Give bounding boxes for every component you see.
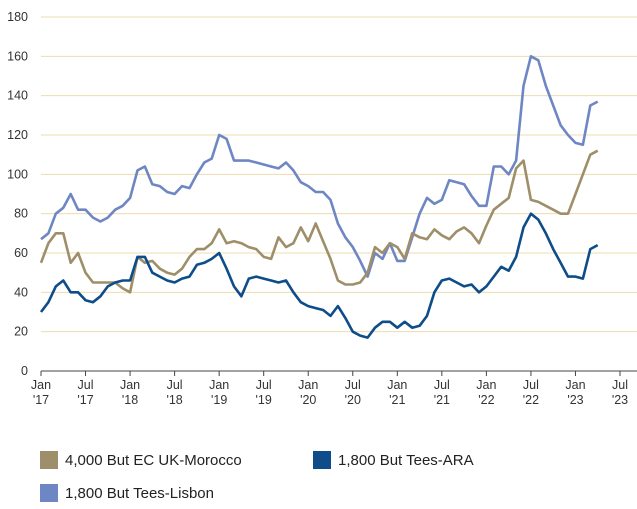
y-tick-label: 80	[14, 207, 28, 221]
legend-label: 1,800 But Tees-Lisbon	[65, 485, 214, 502]
x-tick-label: Jul '23	[612, 378, 628, 407]
y-tick-label: 0	[21, 364, 28, 378]
legend-swatch	[40, 484, 58, 502]
y-tick-label: 60	[14, 246, 28, 260]
x-tick-label: Jul '22	[523, 378, 539, 407]
y-tick-label: 160	[7, 49, 28, 63]
x-tick-label: Jul '21	[434, 378, 450, 407]
series-line	[39, 149, 599, 294]
x-tick-label: Jan '19	[209, 378, 229, 407]
y-tick-label: 180	[7, 10, 28, 24]
y-tick-label: 100	[7, 167, 28, 181]
x-tick-label: Jan '23	[565, 378, 585, 407]
x-tick-label: Jan '18	[120, 378, 140, 407]
legend-label: 1,800 But Tees-ARA	[338, 452, 474, 469]
legend-swatch	[40, 451, 58, 469]
x-tick-label: Jul '17	[77, 378, 93, 407]
y-tick-label: 140	[7, 89, 28, 103]
x-tick-label: Jan '22	[476, 378, 496, 407]
y-tick-label: 40	[14, 285, 28, 299]
x-tick-label: Jul '19	[256, 378, 272, 407]
legend-swatch	[313, 451, 331, 469]
x-tick-label: Jan '21	[387, 378, 407, 407]
legend-label: 4,000 But EC UK-Morocco	[65, 452, 242, 469]
x-tick-label: Jan '17	[31, 378, 51, 407]
y-tick-label: 120	[7, 128, 28, 142]
series-line	[40, 55, 599, 278]
y-tick-label: 20	[14, 325, 28, 339]
x-tick-label: Jan '20	[298, 378, 318, 407]
series-line	[39, 212, 599, 339]
x-tick-label: Jul '18	[166, 378, 182, 407]
x-tick-label: Jul '20	[345, 378, 361, 407]
